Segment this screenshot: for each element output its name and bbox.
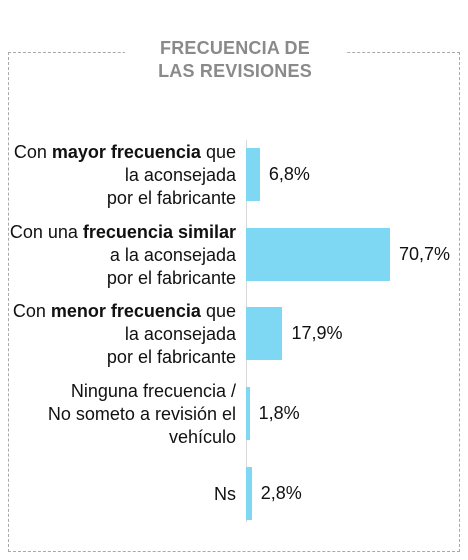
category-label-segment: No someto a revisión el xyxy=(47,404,236,424)
chart-title-line-1: FRECUENCIA DE xyxy=(160,38,310,58)
category-label-segment: Con una xyxy=(9,222,83,242)
category-label: Con una frecuencia similar a la aconsejad… xyxy=(10,221,236,290)
category-label-segment: vehículo xyxy=(168,427,236,447)
category-label-segment: por el fabricante xyxy=(106,268,236,288)
category-label-line: por el fabricante xyxy=(14,187,236,210)
category-label: Con mayor frecuencia que la aconsejada por… xyxy=(14,141,236,210)
category-label-line: a la aconsejada xyxy=(10,244,236,267)
category-label-line: Con menor frecuencia que xyxy=(13,300,236,323)
bar xyxy=(246,228,390,281)
category-label-segment: Con xyxy=(12,301,51,321)
category-label-segment: mayor frecuencia xyxy=(51,142,201,162)
category-label-line: por el fabricante xyxy=(13,346,236,369)
category-label-line: la aconsejada xyxy=(13,323,236,346)
value-label: 17,9% xyxy=(291,323,343,343)
category-label-segment: la aconsejada xyxy=(124,165,236,185)
category-label-segment: por el fabricante xyxy=(106,347,236,367)
category-label-line: Con mayor frecuencia que xyxy=(14,141,236,164)
chart-title-line-2: LAS REVISIONES xyxy=(158,61,312,81)
bar xyxy=(246,467,252,520)
bar xyxy=(246,307,283,360)
category-label-segment: Ninguna frecuencia / xyxy=(70,381,236,401)
category-label-line: la aconsejada xyxy=(14,164,236,187)
chart-title: FRECUENCIA DE LAS REVISIONES xyxy=(125,37,345,83)
category-label-segment: que xyxy=(200,301,236,321)
category-label-segment: por el fabricante xyxy=(106,188,236,208)
category-label-segment: que xyxy=(200,142,236,162)
category-label-segment: la aconsejada xyxy=(124,324,236,344)
bar xyxy=(246,387,250,440)
category-label-segment: Con xyxy=(13,142,52,162)
category-label-line: por el fabricante xyxy=(10,267,236,290)
category-label-line: No someto a revisión el xyxy=(48,403,236,426)
category-label-line: Con una frecuencia similar xyxy=(10,221,236,244)
category-label: Con menor frecuencia que la aconsejada por… xyxy=(13,300,236,369)
category-label: Ns xyxy=(214,483,236,506)
category-label-segment: menor frecuencia xyxy=(50,301,201,321)
category-label: Ninguna frecuencia / No someto a revisión… xyxy=(48,380,236,449)
value-label: 1,8% xyxy=(258,403,300,423)
category-label-segment: Ns xyxy=(214,484,236,504)
bar xyxy=(246,148,260,201)
category-label-segment: a la aconsejada xyxy=(109,245,236,265)
category-label-line: vehículo xyxy=(48,426,236,449)
value-label: 6,8% xyxy=(268,164,310,184)
value-label: 70,7% xyxy=(399,244,451,264)
value-label: 2,8% xyxy=(260,483,302,503)
category-label-line: Ninguna frecuencia / xyxy=(48,380,236,403)
category-label-segment: frecuencia similar xyxy=(82,222,236,242)
category-label-line: Ns xyxy=(214,483,236,506)
